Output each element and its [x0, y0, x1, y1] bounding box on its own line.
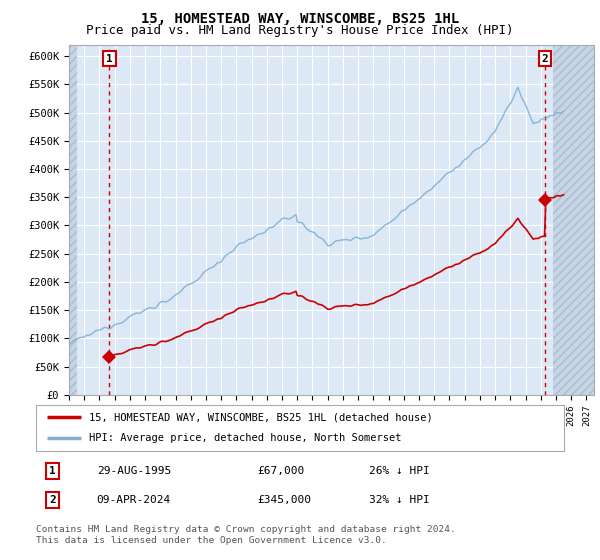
Text: 09-APR-2024: 09-APR-2024 — [97, 495, 171, 505]
Text: HPI: Average price, detached house, North Somerset: HPI: Average price, detached house, Nort… — [89, 433, 401, 443]
Bar — [553, 45, 594, 395]
Text: 1: 1 — [106, 54, 113, 63]
Text: 1: 1 — [49, 466, 56, 476]
Text: Price paid vs. HM Land Registry's House Price Index (HPI): Price paid vs. HM Land Registry's House … — [86, 24, 514, 36]
Text: 15, HOMESTEAD WAY, WINSCOMBE, BS25 1HL (detached house): 15, HOMESTEAD WAY, WINSCOMBE, BS25 1HL (… — [89, 412, 433, 422]
Text: £67,000: £67,000 — [258, 466, 305, 476]
Text: 26% ↓ HPI: 26% ↓ HPI — [368, 466, 430, 476]
Text: 15, HOMESTEAD WAY, WINSCOMBE, BS25 1HL: 15, HOMESTEAD WAY, WINSCOMBE, BS25 1HL — [141, 12, 459, 26]
Text: 2: 2 — [49, 495, 56, 505]
Bar — [69, 45, 77, 395]
Text: Contains HM Land Registry data © Crown copyright and database right 2024.
This d: Contains HM Land Registry data © Crown c… — [36, 525, 456, 545]
Text: £345,000: £345,000 — [258, 495, 312, 505]
Text: 2: 2 — [541, 54, 548, 63]
Text: 32% ↓ HPI: 32% ↓ HPI — [368, 495, 430, 505]
Text: 29-AUG-1995: 29-AUG-1995 — [97, 466, 171, 476]
